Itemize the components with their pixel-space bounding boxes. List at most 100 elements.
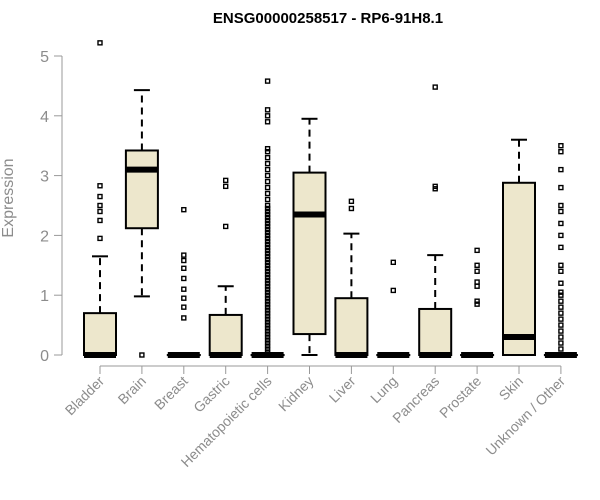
outlier-point (264, 346, 271, 352)
x-tick-label: Breast (151, 373, 191, 413)
box-body (334, 297, 369, 357)
outlier-point (181, 252, 187, 258)
outlier-point (264, 265, 271, 271)
outlier-point (181, 315, 187, 321)
outlier-point (264, 340, 271, 346)
outlier-point (264, 78, 271, 84)
box-body (208, 313, 243, 356)
outlier-point (264, 166, 271, 173)
box-unknown-other (543, 142, 578, 358)
outlier-point (264, 268, 271, 274)
outlier-point (474, 268, 480, 274)
outlier-point (181, 265, 187, 271)
outlier-point (264, 119, 271, 125)
outlier-point (432, 84, 438, 90)
outlier-point (558, 304, 564, 310)
outlier-point (181, 206, 187, 213)
outlier-point (474, 298, 480, 304)
outlier-point (264, 172, 271, 179)
outlier-point (264, 145, 271, 152)
outlier-point (264, 304, 271, 310)
x-tick-label: Prostate (436, 373, 484, 421)
outlier-point (390, 287, 396, 294)
outlier-point (264, 289, 271, 295)
outlier-point (558, 340, 564, 346)
outlier-point (264, 247, 271, 254)
outlier-point (181, 275, 187, 282)
box-body (83, 312, 117, 357)
outlier-point (97, 40, 103, 46)
outlier-point (97, 235, 103, 242)
box-breast (166, 206, 201, 358)
outlier-point (264, 271, 271, 277)
boxes (83, 40, 578, 358)
y-tick-label: 5 (40, 49, 49, 66)
outlier-point (390, 259, 396, 266)
box-prostate (460, 247, 495, 358)
outlier-point (264, 235, 271, 242)
outlier-point (264, 283, 271, 289)
outlier-point (264, 319, 271, 325)
outlier-point (558, 268, 564, 274)
box-gastric (208, 177, 243, 358)
outlier-point (264, 226, 271, 233)
outlier-point (558, 292, 564, 298)
outlier-point (264, 184, 271, 191)
outlier-point (264, 328, 271, 334)
outlier-point (264, 310, 271, 316)
x-tick-label: Lung (367, 373, 400, 406)
outlier-point (97, 183, 103, 189)
outlier-point (558, 298, 564, 304)
outlier-point (264, 256, 271, 263)
outlier-point (181, 304, 187, 310)
outlier-point (264, 295, 271, 301)
y-tick-label: 1 (40, 288, 49, 305)
outlier-point (558, 322, 564, 328)
outlier-point (264, 205, 271, 212)
outlier-point (558, 244, 564, 251)
outlier-point (264, 337, 271, 343)
outlier-point (264, 178, 271, 185)
y-tick-label: 4 (40, 109, 49, 126)
outlier-point (181, 257, 187, 264)
box-body (418, 307, 453, 357)
outlier-point (558, 316, 564, 322)
x-tick-label: Kidney (275, 373, 317, 415)
outlier-point (474, 247, 480, 254)
outlier-point (222, 223, 229, 230)
outlier-point (264, 148, 271, 155)
outlier-point (558, 220, 564, 227)
x-tick-label: Brain (115, 373, 149, 407)
outlier-point (97, 193, 103, 200)
outlier-point (264, 211, 271, 218)
y-tick-label: 0 (40, 348, 49, 365)
box-kidney (292, 117, 327, 356)
outlier-point (264, 274, 271, 280)
outlier-point (264, 190, 271, 197)
outlier-point (264, 277, 271, 283)
x-tick-label: Skin (496, 373, 527, 404)
outlier-point (264, 298, 271, 304)
outlier-point (348, 205, 355, 212)
outlier-point (474, 262, 480, 268)
outlier-point (558, 184, 564, 191)
y-axis-label: Expression (0, 158, 17, 237)
box-lung (376, 259, 411, 358)
outlier-point (348, 198, 355, 205)
box-hematopoietic-cells (250, 78, 285, 358)
outlier-point (264, 301, 271, 307)
outlier-point (558, 346, 564, 352)
outlier-point (264, 325, 271, 331)
outlier-point (264, 202, 271, 209)
chart-title: ENSG00000258517 - RP6-91H8.1 (213, 10, 443, 27)
outlier-point (97, 202, 103, 209)
outlier-point (264, 113, 271, 119)
outlier-point (264, 286, 271, 292)
box-pancreas (418, 84, 453, 358)
outlier-point (264, 316, 271, 322)
outlier-point (264, 244, 271, 251)
outlier-point (558, 310, 564, 316)
